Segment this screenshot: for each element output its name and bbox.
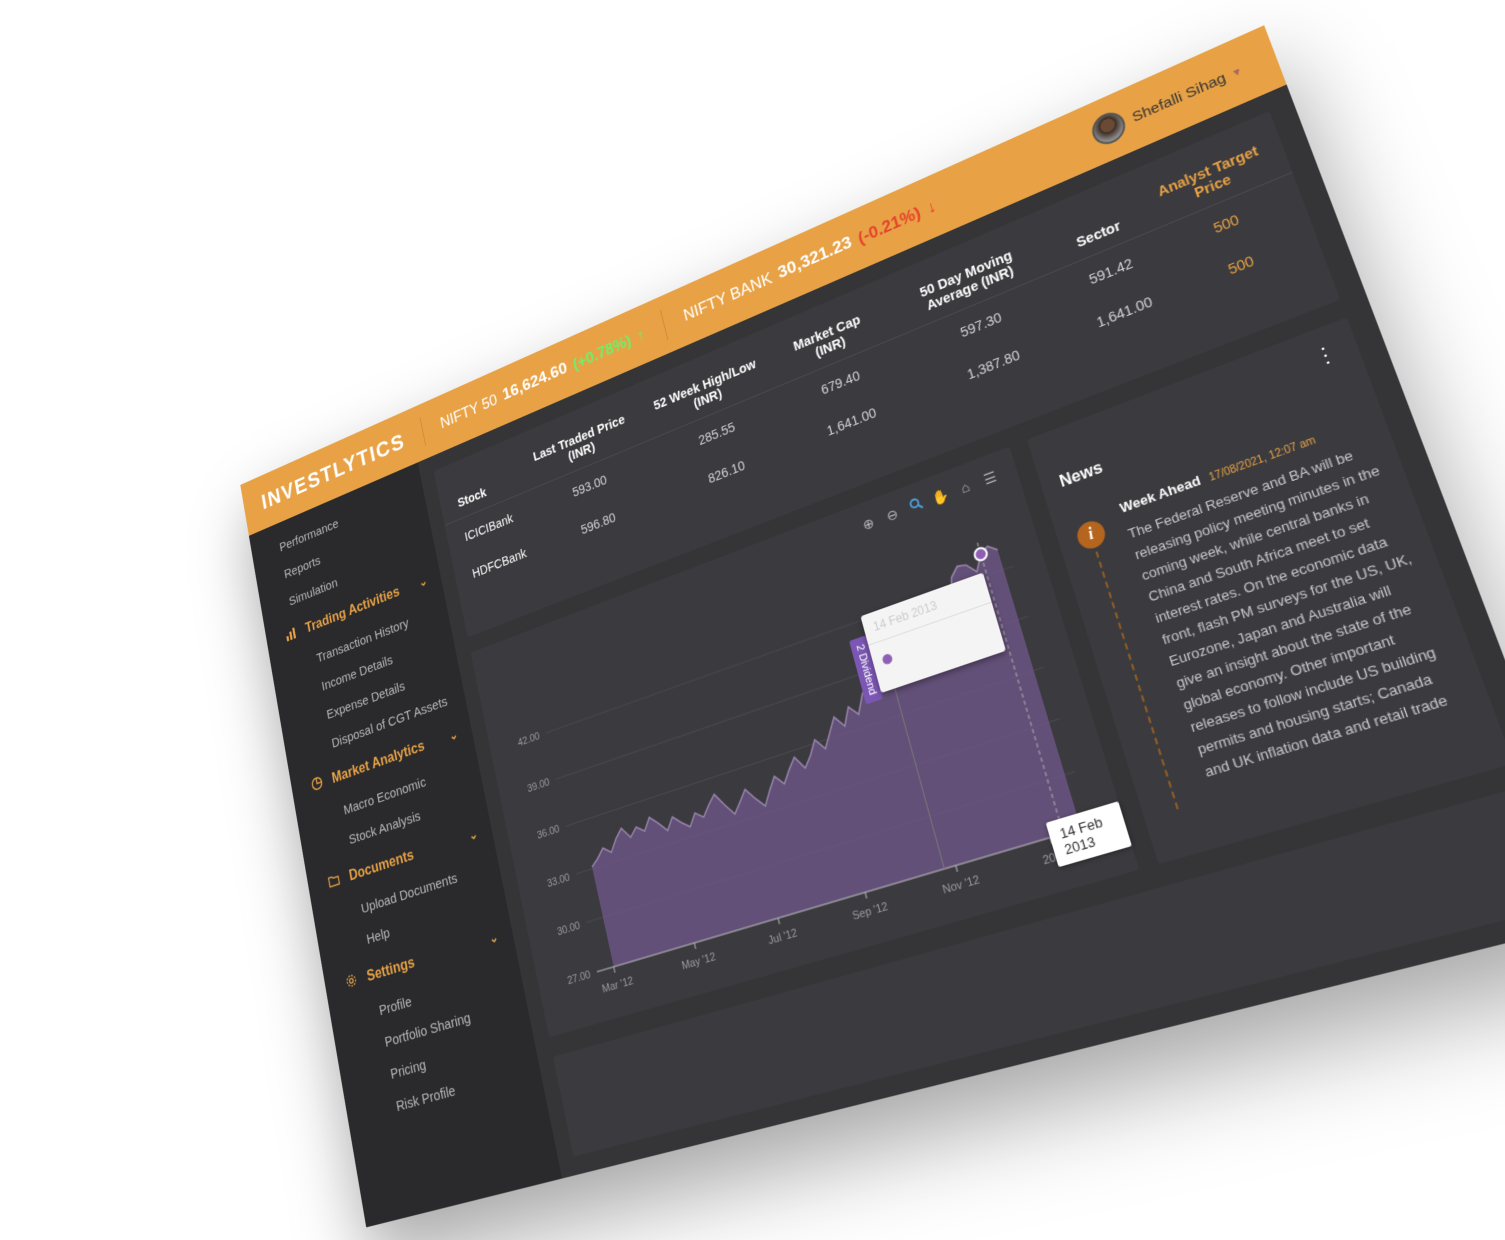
folder-icon	[325, 870, 344, 894]
info-icon: i	[1074, 517, 1109, 553]
price-chart-card: ⊕ ⊖ ✋ ⌂ ☰ 27.00 30.00 33.00 36.00 39.00 42.00…	[470, 446, 1140, 1038]
chevron-down-icon[interactable]: ⌄	[448, 727, 460, 744]
ticker-value: 30,321.23	[775, 232, 854, 283]
x-tick	[956, 866, 958, 872]
zoom-out-icon[interactable]: ⊖	[884, 505, 900, 525]
bar-chart-icon	[282, 624, 300, 647]
zoom-in-icon[interactable]: ⊕	[860, 514, 876, 534]
avatar[interactable]	[1088, 107, 1130, 150]
chevron-down-icon[interactable]: ⌄	[488, 929, 500, 947]
x-tick-label: Jul '12	[767, 928, 799, 948]
ticker-change: (+0.78%)	[571, 330, 633, 373]
news-item[interactable]: i Week Ahead 17/08/2021, 12:07 am The Fe…	[1071, 413, 1468, 810]
chevron-down-icon[interactable]: ▾	[1231, 64, 1243, 80]
app-window: INVESTLYTICS NIFTY 50 16,624.60 (+0.78%)…	[240, 25, 1505, 1228]
x-tick	[694, 943, 695, 949]
x-tick-label: Sep '12	[851, 901, 889, 923]
x-tick-label: Nov '12	[941, 874, 981, 897]
ticker-change: (-0.21%)	[855, 202, 923, 248]
main-content: Stock Last Traded Price (INR) 52 Week Hi…	[417, 84, 1505, 1179]
y-tick-label: 39.00	[527, 777, 551, 795]
magnify-icon[interactable]	[905, 494, 927, 517]
x-tick-label: Mar '12	[601, 976, 634, 996]
ticker-value: 16,624.60	[500, 358, 569, 405]
sidebar-group-label: Settings	[365, 954, 416, 986]
menu-icon[interactable]: ☰	[981, 468, 999, 488]
x-tick	[865, 892, 867, 898]
ticker-name: NIFTY 50	[438, 390, 499, 432]
pan-hand-icon[interactable]: ✋	[930, 486, 951, 508]
y-tick-label: 30.00	[556, 920, 581, 938]
arrow-up-icon: ↑	[634, 324, 647, 345]
gear-icon	[342, 971, 362, 995]
series-area	[556, 543, 1081, 967]
home-icon[interactable]: ⌂	[958, 478, 972, 497]
arrow-down-icon: ↓	[924, 195, 939, 217]
chevron-down-icon[interactable]: ⌄	[467, 826, 479, 843]
x-tick	[614, 967, 615, 973]
divider	[659, 309, 669, 341]
y-tick-label: 27.00	[567, 969, 592, 987]
tooltip-marker	[881, 652, 894, 666]
more-vertical-icon[interactable]: ⋮	[1310, 340, 1341, 371]
x-tick-label: May '12	[681, 951, 717, 972]
pie-chart-icon	[308, 773, 327, 797]
y-tick-label: 36.00	[536, 824, 560, 842]
x-tick	[778, 918, 779, 924]
y-tick-label: 33.00	[546, 872, 571, 890]
chevron-down-icon[interactable]: ⌄	[417, 573, 429, 590]
y-tick-label: 42.00	[517, 731, 541, 749]
divider	[419, 417, 427, 447]
